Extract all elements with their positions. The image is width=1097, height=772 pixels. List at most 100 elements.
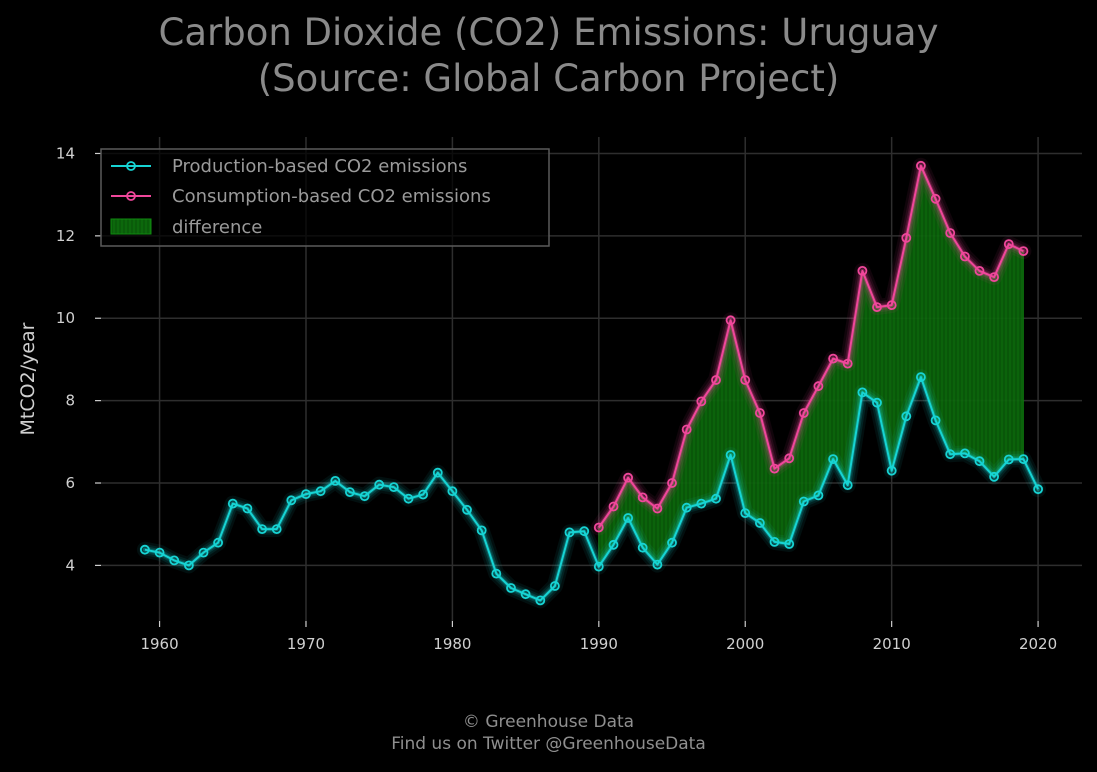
point-production: [916, 372, 926, 383]
footer-twitter: Find us on Twitter @GreenhouseData: [391, 734, 706, 754]
point-production: [403, 493, 414, 504]
point-consumption: [930, 193, 941, 204]
point-consumption: [960, 251, 970, 262]
point-consumption: [784, 453, 795, 464]
point-production: [169, 555, 180, 566]
legend: Production-based CO2 emissions Consumpti…: [100, 148, 550, 247]
axes: 1960 1970 1980 1990 2000 2010 2020 4 6 8 10 12 14 MtC…: [17, 144, 1057, 653]
tick-label-y: 6: [65, 474, 75, 492]
point-production: [886, 465, 897, 476]
plot-area: [136, 157, 1047, 609]
point-consumption: [886, 300, 897, 311]
point-consumption: [652, 503, 663, 514]
chart-svg: 1960 1970 1980 1990 2000 2010 2020 4 6 8 10 12 14 MtC…: [17, 137, 1082, 653]
point-production: [1033, 484, 1043, 495]
tick-label-x: 1990: [580, 635, 618, 653]
legend-label-consumption: Consumption-based CO2 emissions: [172, 186, 491, 207]
subtitle-line: (Source: Global Carbon Project): [257, 57, 840, 100]
point-production: [813, 490, 824, 501]
tick-label-y: 10: [56, 309, 75, 327]
point-production: [388, 482, 399, 493]
tick-label-y: 12: [56, 227, 75, 245]
point-production: [271, 524, 282, 534]
point-consumption: [857, 265, 868, 276]
point-consumption: [842, 358, 853, 369]
point-production: [476, 525, 487, 536]
point-consumption: [711, 375, 721, 385]
point-production: [242, 503, 253, 514]
point-production: [418, 489, 429, 500]
point-production: [755, 518, 765, 528]
point-consumption: [667, 478, 677, 488]
point-production: [550, 581, 560, 591]
legend-entry-difference: difference: [110, 217, 262, 238]
tick-label-y: 4: [65, 556, 75, 574]
tick-label-x: 2000: [726, 635, 764, 653]
point-consumption: [813, 381, 824, 392]
point-consumption: [1003, 239, 1014, 250]
point-production: [652, 559, 663, 570]
point-production: [667, 537, 677, 548]
point-production: [491, 568, 502, 579]
point-production: [183, 560, 194, 571]
point-consumption: [798, 408, 809, 418]
point-production: [623, 513, 633, 523]
point-production: [154, 547, 165, 558]
point-production: [828, 454, 838, 465]
point-production: [798, 496, 809, 507]
point-production: [608, 539, 619, 550]
point-production: [344, 487, 355, 498]
point-production: [740, 508, 751, 518]
tick-label-x: 1980: [433, 635, 471, 653]
point-consumption: [916, 160, 926, 171]
point-production: [769, 537, 780, 547]
point-production: [286, 495, 297, 506]
point-production: [842, 480, 853, 491]
point-consumption: [769, 463, 780, 474]
legend-entry-production: Production-based CO2 emissions: [111, 156, 467, 177]
point-production: [872, 397, 882, 408]
point-production: [447, 486, 458, 497]
series-line-production: [144, 376, 1039, 602]
point-production: [711, 493, 721, 504]
point-production: [974, 456, 985, 467]
legend-entry-consumption: Consumption-based CO2 emissions: [111, 186, 491, 207]
point-consumption: [1018, 246, 1029, 257]
point-consumption: [989, 272, 999, 283]
legend-marker-consumption: [126, 191, 136, 201]
point-production: [945, 449, 956, 460]
point-production: [535, 595, 546, 606]
point-consumption: [974, 265, 985, 276]
legend-label-difference: difference: [172, 217, 262, 238]
point-consumption: [740, 375, 751, 385]
point-consumption: [828, 353, 838, 364]
point-production: [374, 479, 385, 490]
point-production: [1003, 454, 1014, 465]
point-production: [213, 537, 224, 548]
y-axis-label: MtCO2/year: [17, 322, 39, 435]
tick-label-x: 2010: [873, 635, 911, 653]
point-production: [462, 504, 472, 515]
point-production: [564, 527, 575, 538]
point-production: [725, 450, 736, 460]
point-production: [989, 471, 999, 482]
point-production: [901, 411, 912, 422]
chart-title: Carbon Dioxide (CO2) Emissions: Uruguay …: [0, 10, 1097, 102]
point-production: [227, 498, 238, 509]
footer: © Greenhouse Data Find us on Twitter @Gr…: [0, 711, 1097, 755]
tick-label-x: 1970: [287, 635, 325, 653]
point-consumption: [696, 396, 707, 407]
point-consumption: [755, 408, 765, 418]
point-consumption: [872, 302, 882, 313]
point-production: [198, 547, 209, 558]
point-production: [930, 415, 941, 426]
point-production: [330, 475, 341, 486]
point-production: [960, 448, 970, 459]
legend-frame: [100, 148, 550, 247]
point-production: [359, 491, 370, 502]
point-consumption: [608, 501, 619, 512]
point-production: [784, 539, 795, 549]
point-consumption: [623, 472, 633, 483]
legend-swatch-difference: [110, 218, 152, 235]
point-consumption: [637, 492, 648, 503]
